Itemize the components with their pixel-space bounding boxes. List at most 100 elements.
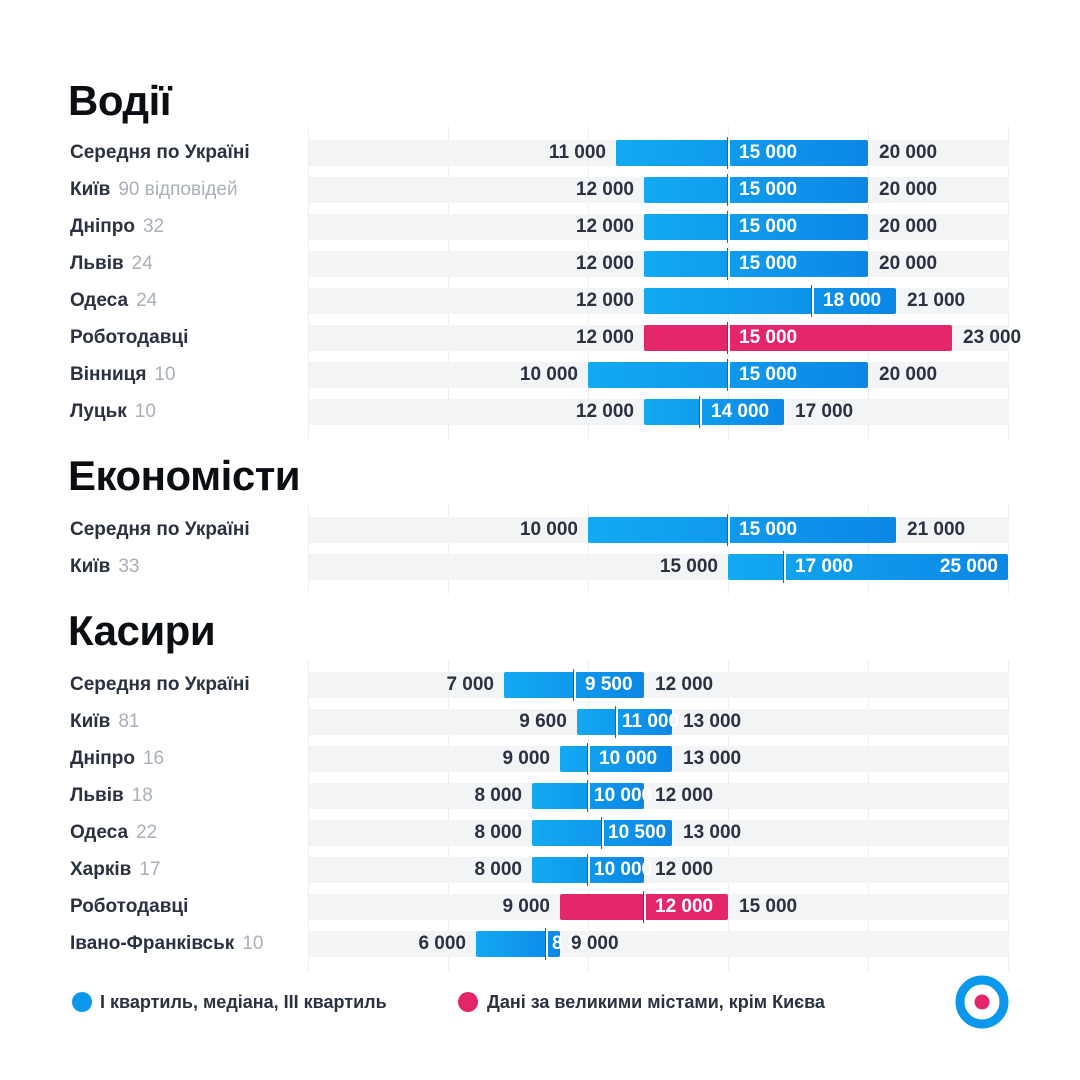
row-label: Одеса 22 (70, 819, 157, 847)
median-marker (727, 514, 730, 546)
gridline (868, 660, 869, 971)
q1-label: 12 000 (575, 327, 634, 348)
median-marker (615, 706, 618, 738)
row-label: Середня по Україні (70, 516, 250, 544)
row-label: Середня по Україні (70, 139, 250, 167)
gridline (448, 505, 449, 594)
median-label: 8 500 (552, 933, 600, 954)
q1-label: 12 000 (575, 401, 634, 422)
row-label: Дніпро 32 (70, 213, 164, 241)
q1-label: 9 000 (502, 896, 550, 917)
row-city: Дніпро (70, 216, 135, 237)
iqr-bar (588, 517, 896, 543)
row-count: 17 (139, 859, 161, 880)
gridline (448, 126, 449, 439)
median-label: 11 000 (622, 711, 680, 732)
q1-label: 10 000 (519, 364, 578, 385)
chart-row: Роботодавці 9 000 12 000 15 000 (0, 891, 1080, 923)
iqr-bar (644, 325, 952, 351)
chart-row: Середня по Україні 7 000 9 500 12 000 (0, 669, 1080, 701)
row-label: Роботодавці (70, 893, 188, 921)
median-label: 10 000 (599, 748, 658, 769)
row-city: Луцьк (70, 401, 127, 422)
q3-label: 21 000 (907, 519, 966, 540)
q3-label: 20 000 (879, 216, 938, 237)
iqr-bar (644, 288, 896, 314)
median-marker (545, 928, 548, 960)
chart-row: Київ 33 15 000 17 000 25 000 (0, 551, 1080, 583)
median-label: 15 000 (739, 519, 798, 540)
row-city: Середня по Україні (70, 142, 250, 163)
chart-row: Івано-Франківськ 10 6 000 8 500 9 000 (0, 928, 1080, 960)
chart-row: Одеса 24 12 000 18 000 21 000 (0, 285, 1080, 317)
q3-label: 23 000 (963, 327, 1022, 348)
q3-label: 25 000 (939, 556, 998, 577)
row-count: 10 (134, 401, 156, 422)
section-title: Економісти (68, 452, 301, 499)
row-city: Київ (70, 711, 111, 732)
q1-label: 8 000 (474, 859, 522, 880)
row-count: 24 (131, 253, 153, 274)
chart-row: Львів 18 8 000 10 000 12 000 (0, 780, 1080, 812)
median-marker (601, 817, 604, 849)
chart-row: Дніпро 32 12 000 15 000 20 000 (0, 211, 1080, 243)
chart-row: Київ 81 9 600 11 000 13 000 (0, 706, 1080, 738)
median-marker (727, 248, 730, 280)
row-city: Івано-Франківськ (70, 933, 235, 954)
row-city: Роботодавці (70, 896, 189, 917)
iqr-bar (644, 177, 868, 203)
q3-label: 20 000 (879, 253, 938, 274)
row-count: 90 відповідей (118, 179, 238, 200)
q1-label: 6 000 (418, 933, 466, 954)
q3-label: 13 000 (683, 748, 742, 769)
circle-logo-icon (955, 975, 1009, 1029)
row-city: Вінниця (70, 364, 147, 385)
q3-label: 12 000 (655, 859, 714, 880)
median-marker (727, 174, 730, 206)
median-label: 18 000 (823, 290, 882, 311)
chart-row: Вінниця 10 10 000 15 000 20 000 (0, 359, 1080, 391)
row-label: Харків 17 (70, 856, 160, 884)
q1-label: 9 600 (519, 711, 567, 732)
gridline (728, 660, 729, 971)
legend-pink-dot (458, 992, 478, 1012)
row-count: 81 (118, 711, 140, 732)
median-label: 15 000 (739, 179, 798, 200)
row-city: Львів (70, 785, 124, 806)
chart-row: Київ 90 відповідей 12 000 15 000 20 000 (0, 174, 1080, 206)
q3-label: 21 000 (907, 290, 966, 311)
row-label: Київ 90 відповідей (70, 176, 238, 204)
q3-label: 13 000 (683, 822, 742, 843)
median-label: 15 000 (739, 216, 798, 237)
gridline (868, 505, 869, 594)
row-count: 10 (242, 933, 264, 954)
median-label: 14 000 (711, 401, 770, 422)
q1-label: 12 000 (575, 290, 634, 311)
median-label: 15 000 (739, 364, 798, 385)
median-label: 12 000 (655, 896, 714, 917)
gridline (1008, 505, 1009, 594)
row-city: Київ (70, 179, 111, 200)
row-label: Середня по Україні (70, 671, 250, 699)
median-label: 9 500 (585, 674, 633, 695)
median-marker (727, 137, 730, 169)
row-label: Львів 18 (70, 782, 153, 810)
row-track (309, 783, 1009, 809)
gridline (588, 126, 589, 439)
median-marker (643, 891, 646, 923)
q3-label: 9 000 (571, 933, 619, 954)
median-marker (587, 854, 590, 886)
median-marker (783, 551, 786, 583)
row-label: Київ 81 (70, 708, 139, 736)
row-label: Вінниця 10 (70, 361, 176, 389)
row-count: 22 (136, 822, 158, 843)
legend-blue-dot (72, 992, 92, 1012)
row-track (309, 857, 1009, 883)
q1-label: 12 000 (575, 216, 634, 237)
gridline (448, 660, 449, 971)
median-marker (587, 780, 590, 812)
row-count: 33 (118, 556, 140, 577)
gridline (588, 505, 589, 594)
iqr-bar (644, 251, 868, 277)
q3-label: 13 000 (683, 711, 742, 732)
